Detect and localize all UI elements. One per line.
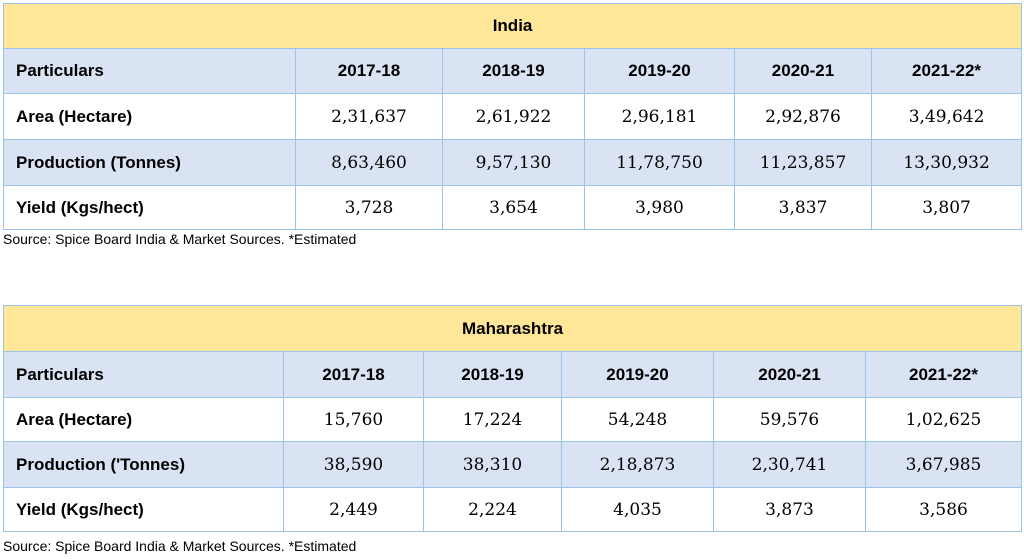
table-cell: 3,654 (442, 185, 585, 230)
table-cell: 54,248 (561, 397, 714, 442)
row-label: Production (Tonnes) (3, 139, 296, 186)
table-cell: 3,49,642 (870, 93, 1023, 140)
row-label: Area (Hectare) (3, 93, 296, 140)
table-cell: 3,980 (584, 185, 735, 230)
header-row: Particulars 2017-18 2018-19 2019-20 2020… (3, 48, 1023, 94)
table-cell: 2,449 (283, 487, 424, 532)
maharashtra-table-block: Maharashtra Particulars 2017-18 2018-19 … (2, 305, 1023, 532)
table-row: Production ('Tonnes) 38,590 38,310 2,18,… (3, 441, 1023, 488)
table-cell: 3,873 (713, 487, 866, 532)
table-cell: 59,576 (713, 397, 866, 442)
header-year: 2021-22* (864, 351, 1023, 398)
source-note: Source: Spice Board India & Market Sourc… (3, 231, 357, 247)
header-year: 2017-18 (295, 48, 443, 94)
table-cell: 17,224 (423, 397, 562, 442)
table-cell: 3,837 (734, 185, 872, 230)
header-year: 2018-19 (442, 48, 585, 94)
header-particulars: Particulars (3, 48, 296, 94)
table-cell: 3,807 (870, 185, 1023, 230)
source-note: Source: Spice Board India & Market Sourc… (3, 538, 357, 554)
header-year: 2021-22* (870, 48, 1023, 94)
table-row: Production (Tonnes) 8,63,460 9,57,130 11… (3, 139, 1023, 186)
table-cell: 2,224 (423, 487, 562, 532)
table-cell: 2,18,873 (561, 441, 714, 488)
table-cell: 2,30,741 (713, 441, 866, 488)
table-cell: 2,96,181 (584, 93, 735, 140)
india-table-block: India Particulars 2017-18 2018-19 2019-2… (2, 3, 1023, 230)
table-row: Area (Hectare) 15,760 17,224 54,248 59,5… (3, 397, 1023, 442)
maharashtra-table: Maharashtra Particulars 2017-18 2018-19 … (2, 305, 1023, 532)
row-label: Area (Hectare) (3, 397, 284, 442)
row-label: Yield (Kgs/hect) (3, 185, 296, 230)
header-year: 2017-18 (283, 351, 424, 398)
table-title: Maharashtra (2, 305, 1023, 352)
table-cell: 15,760 (283, 397, 424, 442)
table-cell: 8,63,460 (295, 139, 443, 186)
header-year: 2020-21 (713, 351, 866, 398)
table-cell: 2,92,876 (734, 93, 872, 140)
header-year: 2019-20 (561, 351, 714, 398)
table-cell: 2,31,637 (295, 93, 443, 140)
table-cell: 9,57,130 (442, 139, 585, 186)
header-row: Particulars 2017-18 2018-19 2019-20 2020… (3, 351, 1023, 398)
table-cell: 3,586 (864, 487, 1023, 532)
header-year: 2020-21 (734, 48, 872, 94)
table-cell: 38,310 (423, 441, 562, 488)
table-cell: 38,590 (283, 441, 424, 488)
header-year: 2018-19 (423, 351, 562, 398)
row-label: Yield (Kgs/hect) (3, 487, 284, 532)
table-cell: 11,78,750 (584, 139, 735, 186)
table-cell: 3,67,985 (864, 441, 1023, 488)
table-cell: 4,035 (561, 487, 714, 532)
table-cell: 11,23,857 (734, 139, 872, 186)
table-cell: 13,30,932 (870, 139, 1023, 186)
table-cell: 3,728 (295, 185, 443, 230)
row-label: Production ('Tonnes) (3, 441, 284, 488)
table-row: Yield (Kgs/hect) 3,728 3,654 3,980 3,837… (3, 185, 1023, 230)
table-title: India (2, 3, 1023, 49)
table-row: Area (Hectare) 2,31,637 2,61,922 2,96,18… (3, 93, 1023, 140)
india-table: India Particulars 2017-18 2018-19 2019-2… (2, 3, 1023, 230)
header-year: 2019-20 (584, 48, 735, 94)
table-row: Yield (Kgs/hect) 2,449 2,224 4,035 3,873… (3, 487, 1023, 532)
table-cell: 2,61,922 (442, 93, 585, 140)
header-particulars: Particulars (3, 351, 284, 398)
table-cell: 1,02,625 (864, 397, 1023, 442)
